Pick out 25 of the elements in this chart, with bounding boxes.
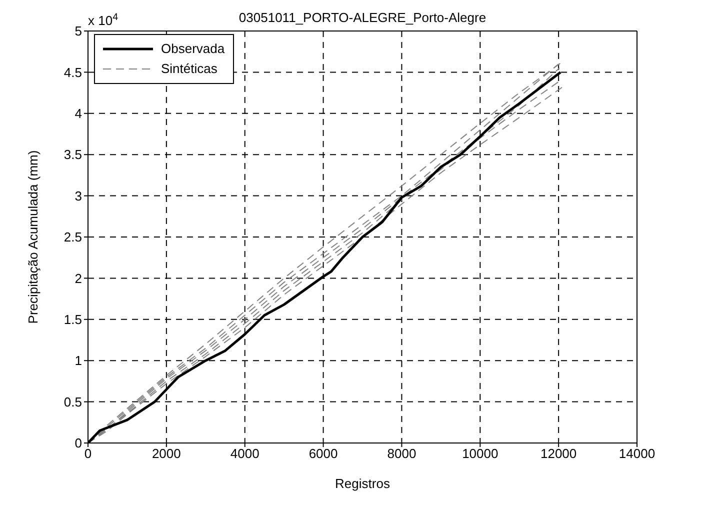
x-tick-label: 6000 xyxy=(308,446,338,462)
y-tick-label: 3.5 xyxy=(64,147,82,162)
text: x 10$^{4}$ xyxy=(88,12,119,28)
y-tick-label: 2.5 xyxy=(64,230,82,245)
chart-title: 03051011_PORTO-ALEGRE_Porto-Alegre xyxy=(238,10,486,25)
x-tick-label: 10000 xyxy=(462,446,498,462)
legend-label: Sintéticas xyxy=(161,60,218,78)
y-tick-label: 4 xyxy=(74,106,82,122)
legend-label: Observada xyxy=(161,40,225,58)
y-tick-label: 0 xyxy=(74,436,82,451)
x-tick-label: 4000 xyxy=(230,446,260,462)
x-tick-label: 2000 xyxy=(152,446,181,462)
y-tick-label: 1.5 xyxy=(64,312,82,328)
x-tick-label: 0 xyxy=(84,446,92,462)
y-tick-label: 3 xyxy=(74,188,82,204)
x-tick-label: 12000 xyxy=(540,446,577,462)
x-tick-label: 14000 xyxy=(618,446,656,462)
y-tick-label: 2 xyxy=(74,270,82,286)
y-tick-label: 5 xyxy=(74,24,82,39)
x-tick-label: 8000 xyxy=(387,446,416,462)
y-tick-label: 1 xyxy=(74,353,82,368)
y-tick-label: 4.5 xyxy=(64,64,82,80)
y-axis-title: Precipitação Acumulada (mm) xyxy=(26,150,41,324)
y-tick-label: 0.5 xyxy=(64,394,82,410)
x-axis-title: Registros xyxy=(335,476,390,491)
